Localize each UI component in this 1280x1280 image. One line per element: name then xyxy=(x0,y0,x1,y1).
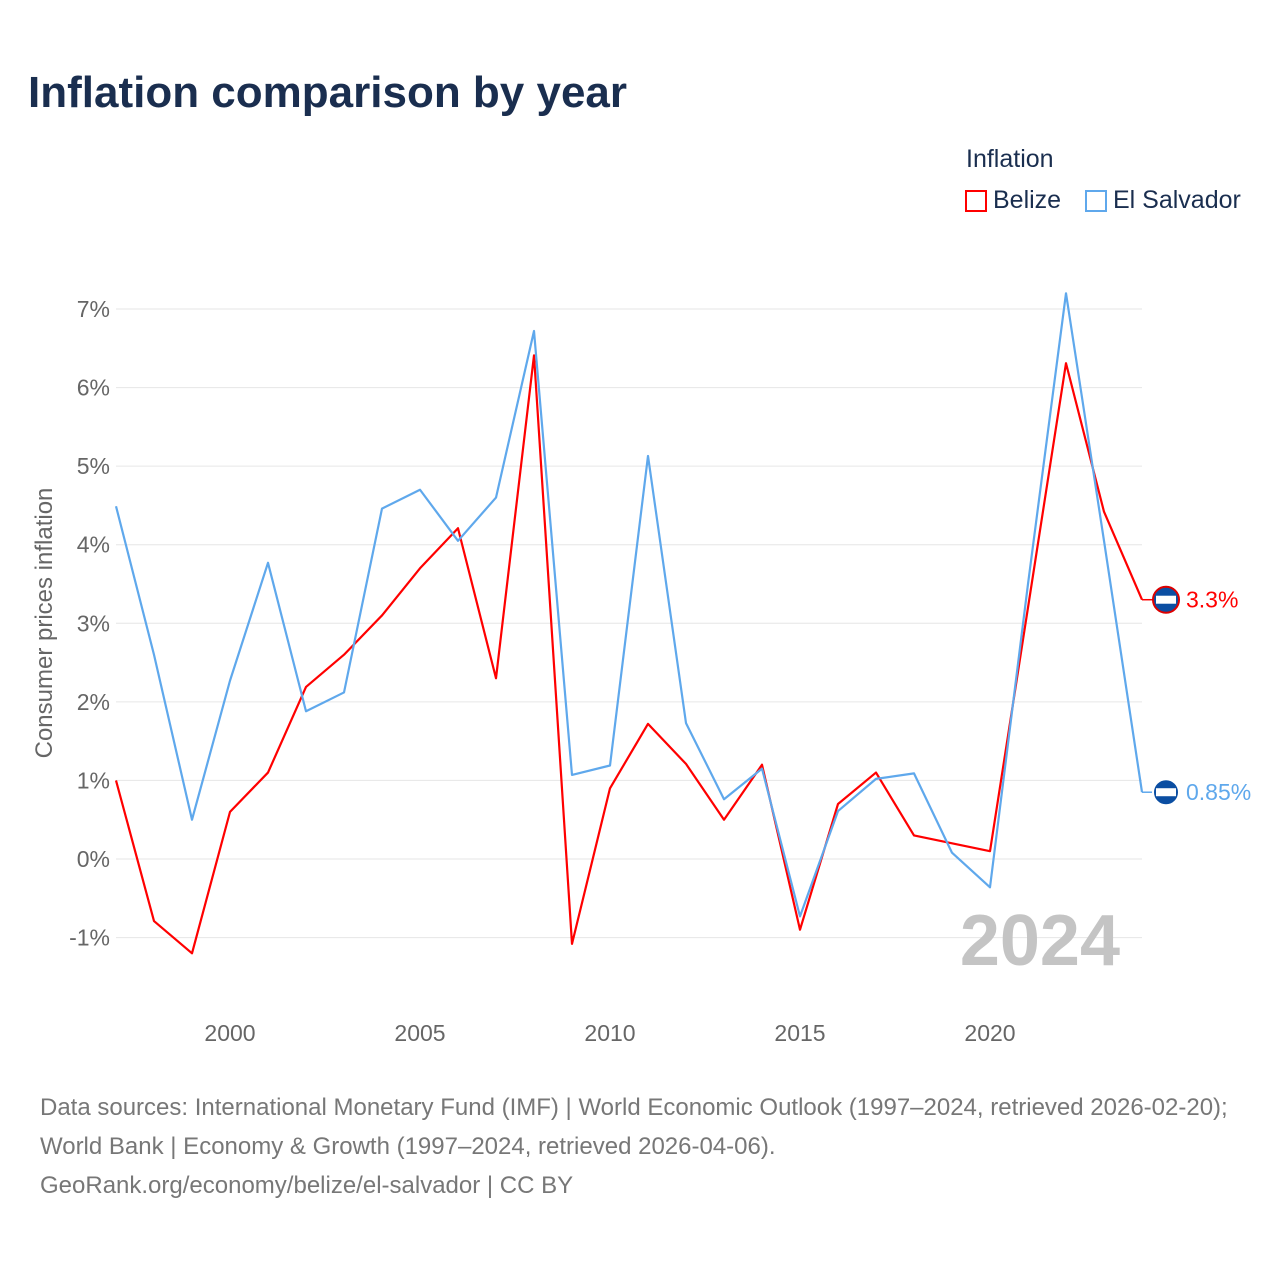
flag-band xyxy=(1156,788,1176,797)
series-line-belize xyxy=(114,354,1144,955)
legend-swatch xyxy=(965,189,987,212)
y-tick-label: 5% xyxy=(77,453,110,479)
x-tick-label: 2000 xyxy=(204,1020,255,1046)
legend-title: Inflation xyxy=(966,145,1054,173)
chart-title: Inflation comparison by year xyxy=(28,68,628,117)
footer: Data sources: International Monetary Fun… xyxy=(40,1088,1250,1205)
end-value-label: 0.85% xyxy=(1186,779,1251,805)
y-tick-label: 6% xyxy=(77,375,110,401)
legend-label: El Salvador xyxy=(1113,186,1241,214)
y-axis-label: Consumer prices inflation xyxy=(31,488,58,759)
year-label: 2024 xyxy=(960,901,1120,981)
flag-band xyxy=(1156,595,1176,604)
y-tick-label: 7% xyxy=(77,296,110,322)
y-tick-label: 1% xyxy=(77,767,110,793)
y-tick-label: 3% xyxy=(77,610,110,636)
x-tick-label: 2015 xyxy=(774,1020,825,1046)
end-value-label: 3.3% xyxy=(1186,587,1238,613)
y-tick-label: -1% xyxy=(69,925,110,951)
legend-item-belize[interactable]: Belize xyxy=(965,186,1061,215)
data-sources: Data sources: International Monetary Fun… xyxy=(40,1094,1228,1160)
y-tick-label: 4% xyxy=(77,532,110,558)
source-link[interactable]: GeoRank.org/economy/belize/el-salvador |… xyxy=(40,1172,574,1199)
x-tick-label: 2020 xyxy=(964,1020,1015,1046)
x-tick-label: 2010 xyxy=(584,1020,635,1046)
series-line-el-salvador xyxy=(114,292,1144,918)
legend-label: Belize xyxy=(993,186,1062,214)
y-tick-label: 2% xyxy=(77,689,110,715)
legend-item-el-salvador[interactable]: El Salvador xyxy=(1085,186,1241,215)
y-tick-label: 0% xyxy=(77,846,110,872)
legend-swatch xyxy=(1085,189,1107,212)
x-tick-label: 2005 xyxy=(394,1020,445,1046)
